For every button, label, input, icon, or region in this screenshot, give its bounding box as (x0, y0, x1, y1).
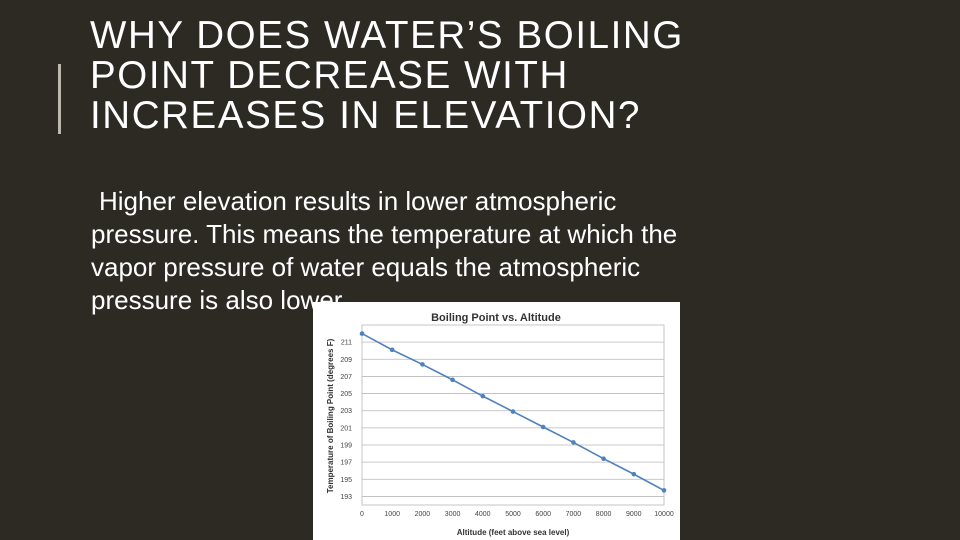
y-tick-label: 211 (341, 340, 352, 347)
x-tick-label: 4000 (475, 511, 491, 518)
data-point (480, 393, 486, 399)
x-tick-label: 2000 (415, 511, 431, 518)
title-line: WHY DOES WATER’S BOILING (90, 14, 684, 57)
y-tick-label: 197 (340, 460, 352, 467)
data-point (389, 347, 395, 353)
chart-title: Boiling Point vs. Altitude (431, 312, 561, 324)
y-axis-label: Temperature of Boiling Point (degrees F) (326, 338, 335, 493)
plot-area-border (361, 324, 665, 506)
slide-body-text: Higher elevation results in lower atmosp… (91, 185, 851, 317)
boiling-point-chart: Boiling Point vs. Altitude Temperature o… (313, 302, 680, 540)
data-point (601, 456, 606, 462)
y-tick-label: 209 (340, 357, 352, 364)
x-tick-label: 8000 (596, 511, 612, 518)
title-accent-bar (58, 64, 61, 134)
x-tick-label: 0 (360, 511, 364, 518)
x-tick-label: 7000 (566, 511, 582, 518)
y-tick-label: 201 (340, 425, 352, 432)
body-line: pressure. This means the temperature at … (91, 219, 678, 249)
body-line: vapor pressure of water equals the atmos… (91, 252, 641, 282)
x-axis-label: Altitude (feet above sea level) (457, 528, 570, 537)
x-tick-label: 10000 (654, 511, 674, 518)
data-point (661, 488, 667, 493)
data-point (540, 424, 546, 430)
y-tick-label: 193 (340, 494, 352, 501)
title-line: INCREASES IN ELEVATION? (90, 94, 641, 137)
data-point (450, 377, 455, 383)
x-tick-label: 6000 (535, 511, 551, 518)
x-tick-label: 5000 (505, 511, 521, 518)
x-tick-label: 1000 (384, 511, 400, 518)
y-tick-label: 195 (340, 477, 352, 484)
y-tick-label: 199 (340, 443, 352, 450)
body-line: Higher elevation results in lower atmosp… (99, 186, 617, 216)
data-point (510, 409, 516, 414)
y-tick-label: 207 (340, 374, 352, 381)
data-point (359, 331, 365, 336)
y-tick-label: 205 (340, 391, 352, 398)
body-line: pressure is also lower. (91, 285, 349, 315)
data-point (420, 362, 425, 367)
x-tick-label: 9000 (626, 511, 642, 518)
slide-title: WHY DOES WATER’S BOILING POINT DECREASE … (90, 16, 910, 136)
data-point (631, 471, 637, 477)
data-point (571, 440, 576, 445)
y-tick-label: 203 (340, 408, 352, 415)
x-tick-label: 3000 (445, 511, 461, 518)
title-line: POINT DECREASE WITH (90, 54, 569, 97)
